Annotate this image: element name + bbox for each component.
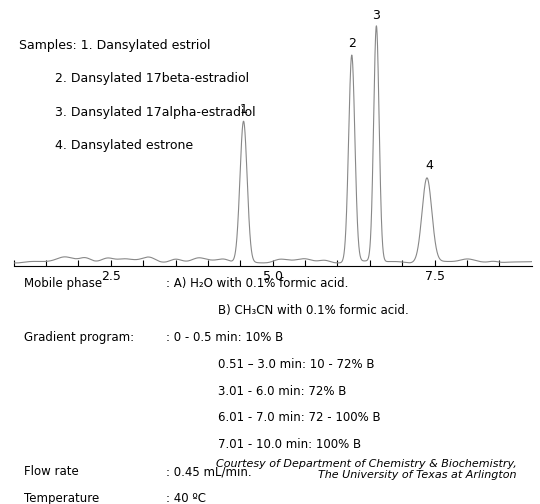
Text: 0.51 – 3.0 min: 10 - 72% B: 0.51 – 3.0 min: 10 - 72% B <box>218 358 375 371</box>
Text: : 0.45 mL/min.: : 0.45 mL/min. <box>166 465 252 478</box>
Text: Mobile phase: Mobile phase <box>24 277 102 290</box>
Text: Courtesy of Department of Chemistry & Biochemistry,
The University of Texas at A: Courtesy of Department of Chemistry & Bi… <box>215 459 516 480</box>
Text: Temperature: Temperature <box>24 492 99 504</box>
Text: 7.01 - 10.0 min: 100% B: 7.01 - 10.0 min: 100% B <box>218 438 361 451</box>
Text: 4. Dansylated estrone: 4. Dansylated estrone <box>19 139 193 152</box>
Text: Gradient program:: Gradient program: <box>24 331 134 344</box>
Text: 4: 4 <box>426 159 434 172</box>
Text: 2. Dansylated 17beta-estradiol: 2. Dansylated 17beta-estradiol <box>19 72 249 85</box>
Text: B) CH₃CN with 0.1% formic acid.: B) CH₃CN with 0.1% formic acid. <box>218 304 409 317</box>
Text: : 0 - 0.5 min: 10% B: : 0 - 0.5 min: 10% B <box>166 331 284 344</box>
Text: 6.01 - 7.0 min: 72 - 100% B: 6.01 - 7.0 min: 72 - 100% B <box>218 411 381 424</box>
Text: 1: 1 <box>240 103 247 116</box>
Text: Samples: 1. Dansylated estriol: Samples: 1. Dansylated estriol <box>19 38 210 51</box>
Text: : A) H₂O with 0.1% formic acid.: : A) H₂O with 0.1% formic acid. <box>166 277 349 290</box>
Text: 2: 2 <box>348 37 356 50</box>
Text: 3: 3 <box>373 9 380 22</box>
Text: Flow rate: Flow rate <box>24 465 79 478</box>
Text: 3.01 - 6.0 min: 72% B: 3.01 - 6.0 min: 72% B <box>218 385 347 398</box>
Text: : 40 ºC: : 40 ºC <box>166 492 206 504</box>
Text: 3. Dansylated 17alpha-estradiol: 3. Dansylated 17alpha-estradiol <box>19 106 255 118</box>
